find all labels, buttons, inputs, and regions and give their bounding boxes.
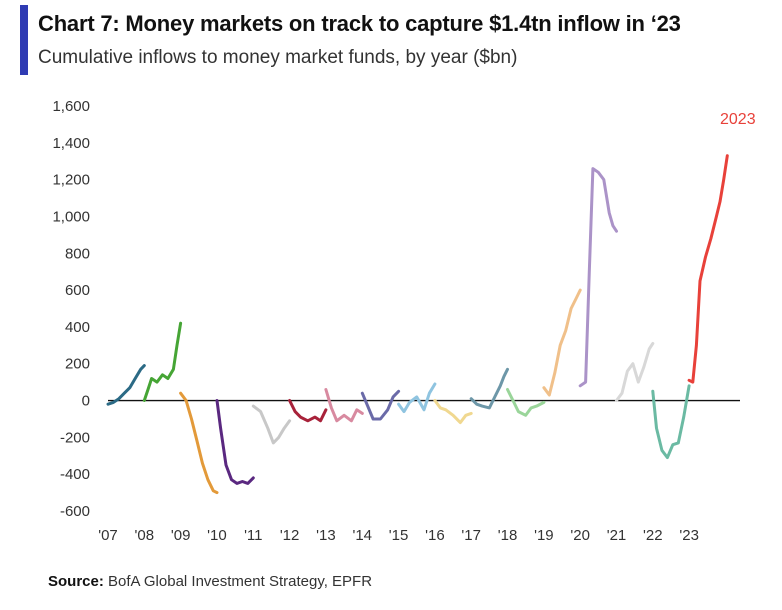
y-tick-label: 0 [82, 393, 90, 410]
x-tick-label: '18 [498, 527, 518, 544]
source-note: Source: BofA Global Investment Strategy,… [48, 573, 372, 590]
y-tick-label: 800 [65, 245, 90, 262]
series-line-16 [687, 154, 729, 384]
series-line-5 [288, 399, 328, 423]
x-tick-label: '23 [679, 527, 699, 544]
x-tick-label: '16 [425, 527, 445, 544]
series-line-13 [578, 167, 618, 388]
series-line-4 [251, 404, 292, 445]
y-tick-label: 1,000 [52, 208, 90, 225]
series-line-6 [324, 388, 364, 423]
x-tick-label: '22 [643, 527, 663, 544]
series-line-10 [469, 367, 509, 410]
x-tick-label: '13 [316, 527, 336, 544]
x-tick-label: '15 [389, 527, 409, 544]
series-line-0 [106, 364, 146, 406]
series-line-15 [651, 384, 691, 460]
series-line-3 [215, 399, 255, 485]
x-tick-label: '19 [534, 527, 554, 544]
x-tick-label: '08 [135, 527, 155, 544]
series-line-1 [142, 321, 183, 402]
y-tick-label: 1,600 [52, 98, 90, 115]
series-line-9 [433, 399, 473, 425]
source-text: BofA Global Investment Strategy, EPFR [108, 573, 373, 590]
y-tick-label: 600 [65, 282, 90, 299]
series-line-8 [397, 382, 437, 414]
x-tick-label: '21 [607, 527, 627, 544]
source-label: Source: [48, 573, 104, 590]
x-tick-label: '12 [280, 527, 300, 544]
series-line-14 [615, 342, 655, 402]
y-tick-label: 400 [65, 319, 90, 336]
y-tick-label: -200 [60, 429, 90, 446]
annotation-2023: 2023 [720, 111, 756, 128]
title-accent-bar [20, 5, 28, 75]
x-tick-label: '14 [352, 527, 372, 544]
x-tick-label: '11 [244, 527, 262, 544]
y-tick-label: -400 [60, 466, 90, 483]
chart-title: Chart 7: Money markets on track to captu… [38, 11, 681, 36]
series-line-12 [542, 288, 582, 397]
chart-subtitle: Cumulative inflows to money market funds… [38, 47, 518, 68]
series-line-11 [506, 388, 546, 417]
y-tick-label: 1,400 [52, 135, 90, 152]
x-tick-label: '17 [461, 527, 481, 544]
series-line-2 [179, 391, 219, 495]
y-tick-label: -600 [60, 503, 90, 520]
y-tick-label: 200 [65, 356, 90, 373]
x-tick-label: '20 [570, 527, 590, 544]
y-tick-label: 1,200 [52, 172, 90, 189]
line-chart: 1,600 1,400 1,200 1,000 800 600 400 200 0 -200 -40… [52, 98, 756, 544]
series-line-7 [360, 389, 401, 421]
x-tick-label: '07 [98, 527, 118, 544]
x-tick-label: '10 [207, 527, 227, 544]
x-tick-label: '09 [171, 527, 191, 544]
